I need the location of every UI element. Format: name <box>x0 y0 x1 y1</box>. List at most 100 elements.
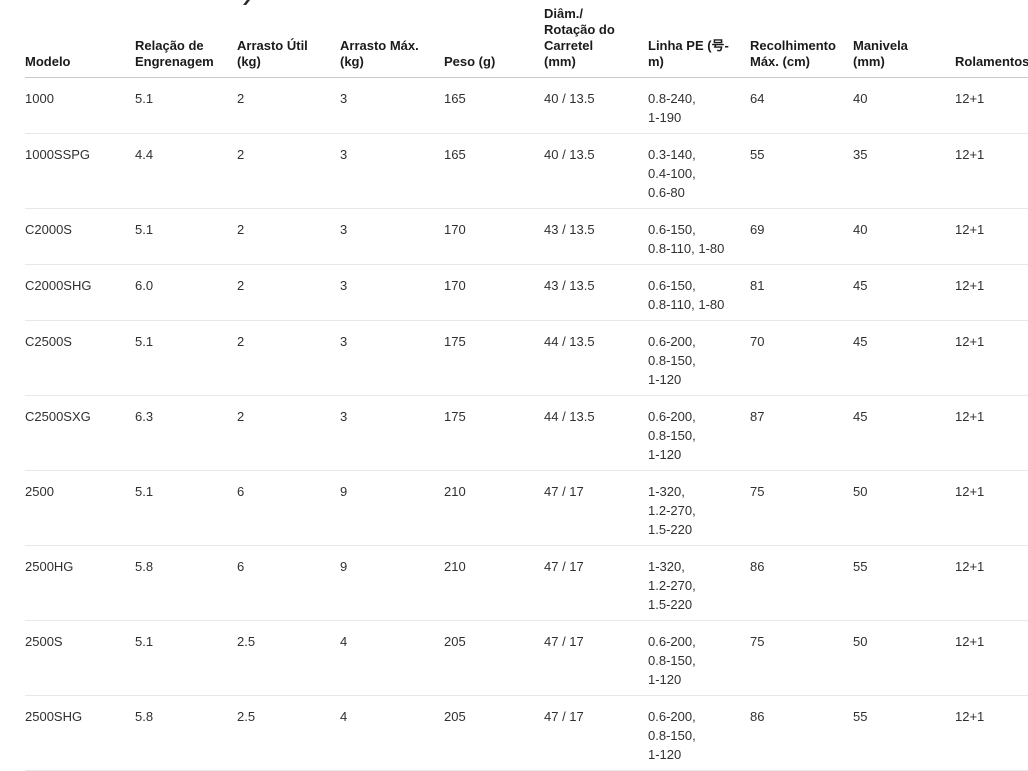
cell-peso: 170 <box>444 208 544 265</box>
table-row-2500: 2500 5.1 6 9 210 47 / 17 1-320, 1.2-270, 1.5-2… <box>25 470 1028 546</box>
cell-diam_rotacao: 47 / 17 <box>544 620 648 696</box>
cell-arrasto_util: 6 <box>237 545 340 621</box>
cell-linha_pe: 0.6-150, 0.8-110, 1-80 <box>648 208 750 265</box>
cell-arrasto_max: 4 <box>340 620 444 696</box>
cell-peso: 165 <box>444 133 544 209</box>
cell-recolhimento: 75 <box>750 620 853 696</box>
table-row-2500S: 2500S 5.1 2.5 4 205 47 / 17 0.6-200, 0.8-150, … <box>25 620 1028 696</box>
cell-modelo: 1000SSPG <box>25 133 135 209</box>
cell-diam_rotacao: 43 / 13.5 <box>544 208 648 265</box>
cell-recolhimento: 55 <box>750 133 853 209</box>
cell-arrasto_util: 2 <box>237 208 340 265</box>
table-row-C2500S: C2500S 5.1 2 3 175 44 / 13.5 0.6-200, 0.8-150,… <box>25 320 1028 396</box>
cell-diam_rotacao: 43 / 13.5 <box>544 264 648 321</box>
cell-manivela: 35 <box>853 133 955 209</box>
cell-arrasto_util: 2 <box>237 77 340 134</box>
cell-rolamentos: 12+1 <box>955 77 1028 134</box>
cell-modelo: 2500HG <box>25 545 135 621</box>
cell-rolamentos: 12+1 <box>955 133 1028 209</box>
cell-peso: 210 <box>444 545 544 621</box>
cell-linha_pe: 0.6-200, 0.8-150, 1-120 <box>648 395 750 471</box>
cell-relacao: 4.4 <box>135 133 237 209</box>
cell-relacao: 5.1 <box>135 320 237 396</box>
cell-rolamentos: 12+1 <box>955 264 1028 321</box>
cell-relacao: 5.1 <box>135 208 237 265</box>
cell-recolhimento: 86 <box>750 545 853 621</box>
cell-manivela: 55 <box>853 545 955 621</box>
table-row-C2500SXG: C2500SXG 6.3 2 3 175 44 / 13.5 0.6-200, 0.8-15… <box>25 395 1028 471</box>
cell-manivela: 40 <box>853 77 955 134</box>
cell-arrasto_util: 2.5 <box>237 620 340 696</box>
cell-arrasto_util: 2.5 <box>237 695 340 771</box>
cell-rolamentos: 12+1 <box>955 695 1028 771</box>
column-header-peso: Peso (g) <box>444 0 544 78</box>
cell-recolhimento: 86 <box>750 695 853 771</box>
cell-diam_rotacao: 44 / 13.5 <box>544 320 648 396</box>
cell-linha_pe: 0.6-200, 0.8-150, 1-120 <box>648 320 750 396</box>
cell-arrasto_util: 2 <box>237 395 340 471</box>
table-row-1000SSPG: 1000SSPG 4.4 2 3 165 40 / 13.5 0.3-140, 0.4-10… <box>25 133 1028 209</box>
table-row-C2000S: C2000S 5.1 2 3 170 43 / 13.5 0.6-150, 0.8-110,… <box>25 208 1028 265</box>
cell-arrasto_util: 2 <box>237 133 340 209</box>
table-header-row: Modelo Relação de Engrenagem Arrasto Útil … <box>25 0 1028 78</box>
cell-rolamentos: 12+1 <box>955 395 1028 471</box>
cell-modelo: C2500SXG <box>25 395 135 471</box>
column-header-arrasto_util: Arrasto Útil (kg) <box>237 0 340 78</box>
column-header-linha_pe: Linha PE (号- m) <box>648 0 750 78</box>
cell-peso: 205 <box>444 620 544 696</box>
cell-relacao: 6.3 <box>135 395 237 471</box>
column-header-relacao: Relação de Engrenagem <box>135 0 237 78</box>
cell-relacao: 5.1 <box>135 620 237 696</box>
cell-rolamentos: 12+1 <box>955 620 1028 696</box>
cell-manivela: 45 <box>853 264 955 321</box>
cell-linha_pe: 1-320, 1.2-270, 1.5-220 <box>648 545 750 621</box>
cell-recolhimento: 64 <box>750 77 853 134</box>
cell-relacao: 5.1 <box>135 77 237 134</box>
cell-relacao: 5.1 <box>135 470 237 546</box>
cell-manivela: 50 <box>853 470 955 546</box>
cell-peso: 170 <box>444 264 544 321</box>
cell-modelo: C2000SHG <box>25 264 135 321</box>
cell-arrasto_max: 3 <box>340 77 444 134</box>
cell-manivela: 50 <box>853 620 955 696</box>
cell-arrasto_max: 4 <box>340 695 444 771</box>
cell-peso: 210 <box>444 470 544 546</box>
cell-rolamentos: 12+1 <box>955 208 1028 265</box>
cell-modelo: 2500SHG <box>25 695 135 771</box>
table-row-2500SHG: 2500SHG 5.8 2.5 4 205 47 / 17 0.6-200, 0.8-150… <box>25 695 1028 771</box>
cell-linha_pe: 1-320, 1.2-270, 1.5-220 <box>648 470 750 546</box>
cell-rolamentos: 12+1 <box>955 320 1028 396</box>
cell-rolamentos: 12+1 <box>955 545 1028 621</box>
cell-arrasto_max: 3 <box>340 264 444 321</box>
cell-arrasto_max: 3 <box>340 395 444 471</box>
cell-peso: 175 <box>444 320 544 396</box>
column-header-rolamentos: Rolamentos <box>955 0 1028 78</box>
column-header-recolhimento: Recolhimento Máx. (cm) <box>750 0 853 78</box>
cell-diam_rotacao: 47 / 17 <box>544 695 648 771</box>
cell-linha_pe: 0.6-200, 0.8-150, 1-120 <box>648 695 750 771</box>
cell-modelo: C2000S <box>25 208 135 265</box>
column-header-manivela: Manivela (mm) <box>853 0 955 78</box>
cell-modelo: 2500 <box>25 470 135 546</box>
cell-recolhimento: 87 <box>750 395 853 471</box>
cropped-title-fragment <box>243 0 250 5</box>
cell-peso: 165 <box>444 77 544 134</box>
cell-modelo: 1000 <box>25 77 135 134</box>
cell-modelo: C2500S <box>25 320 135 396</box>
cell-arrasto_max: 9 <box>340 470 444 546</box>
cell-manivela: 45 <box>853 320 955 396</box>
cell-manivela: 40 <box>853 208 955 265</box>
cell-peso: 205 <box>444 695 544 771</box>
cell-arrasto_max: 9 <box>340 545 444 621</box>
cell-linha_pe: 0.6-200, 0.8-150, 1-120 <box>648 620 750 696</box>
column-header-modelo: Modelo <box>25 0 135 78</box>
cell-arrasto_max: 3 <box>340 133 444 209</box>
cell-manivela: 55 <box>853 695 955 771</box>
column-header-diam_rotacao: Diâm./ Rotação do Carretel (mm) <box>544 0 648 78</box>
cell-recolhimento: 69 <box>750 208 853 265</box>
cell-diam_rotacao: 47 / 17 <box>544 470 648 546</box>
reel-spec-table: Modelo Relação de Engrenagem Arrasto Útil … <box>25 0 1028 771</box>
table-row-1000: 1000 5.1 2 3 165 40 / 13.5 0.8-240, 1-190 64 40 1… <box>25 77 1028 134</box>
cell-diam_rotacao: 44 / 13.5 <box>544 395 648 471</box>
cell-diam_rotacao: 47 / 17 <box>544 545 648 621</box>
